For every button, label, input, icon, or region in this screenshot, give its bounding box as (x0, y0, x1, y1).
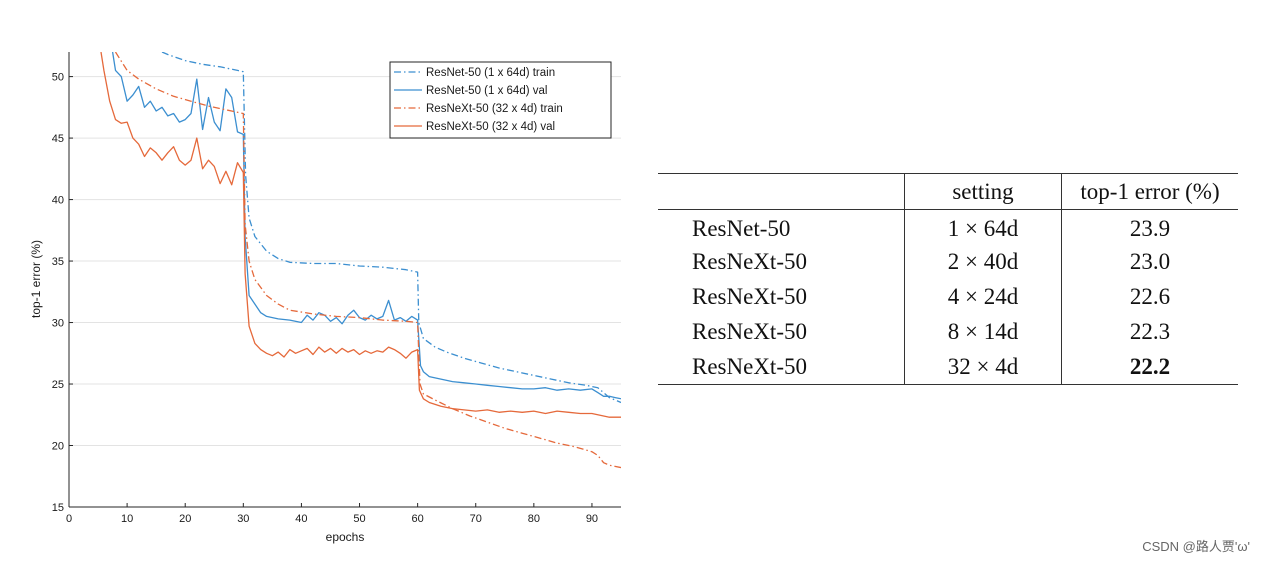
legend-label-2: ResNet-50 (1 x 64d) val (426, 85, 547, 97)
cell-setting: 2 × 40d (904, 244, 1062, 280)
cell-error: 23.9 (1129, 215, 1171, 241)
header-model (658, 173, 905, 210)
table-row: ResNet-50 1 × 64d 23.9 (658, 209, 1238, 245)
x-tick-label: 60 (412, 513, 424, 525)
cell-model: ResNeXt-50 (692, 249, 807, 274)
series-line-3 (114, 52, 621, 469)
legend-label-4: ResNeXt-50 (32 x 4d) val (426, 121, 555, 133)
table-row: ResNeXt-50 32 × 4d 22.2 (658, 349, 1238, 385)
y-axis-label: top-1 error (%) (29, 240, 43, 318)
series-line-2 (111, 52, 621, 400)
table-row: ResNeXt-50 4 × 24d 22.6 (658, 279, 1238, 315)
x-tick-label: 10 (121, 513, 133, 525)
y-tick-label: 35 (52, 256, 64, 268)
y-tick-label: 15 (52, 502, 64, 514)
results-table: setting top-1 error (%) ResNet-50 1 × 64… (658, 173, 1238, 385)
cell-model: ResNeXt-50 (658, 349, 905, 385)
cell-setting: 1 × 64d (904, 209, 1062, 245)
header-error: top-1 error (%) (1061, 173, 1238, 210)
cell-setting: 32 × 4d (904, 349, 1062, 385)
x-axis-label: epochs (326, 530, 365, 544)
legend: ResNet-50 (1 x 64d) train ResNet-50 (1 x … (389, 61, 612, 139)
cell-error: 22.3 (1129, 319, 1171, 344)
y-tick-label: 45 (52, 133, 64, 145)
series-line-4 (100, 52, 621, 418)
table-row: ResNeXt-50 2 × 40d 23.0 (658, 244, 1238, 280)
y-tick-label: 30 (52, 318, 64, 330)
x-tick-label: 0 (66, 513, 72, 525)
y-tick-label: 40 (52, 195, 64, 207)
x-tick-label: 30 (237, 513, 249, 525)
cell-setting: 4 × 24d (904, 279, 1062, 315)
x-tick-label: 40 (295, 513, 307, 525)
cell-error: 23.0 (1129, 249, 1171, 274)
cell-error: 22.6 (1129, 284, 1171, 309)
x-ticks: 0 10 20 30 40 50 60 70 80 90 (66, 503, 598, 525)
header-setting: setting (904, 173, 1062, 210)
x-tick-label: 90 (586, 513, 598, 525)
cell-setting: 8 × 14d (904, 314, 1062, 350)
x-tick-label: 50 (353, 513, 365, 525)
watermark: CSDN @路人贾'ω' (1142, 539, 1250, 554)
cell-model: ResNet-50 (692, 215, 791, 241)
y-ticks: 15 20 25 30 35 40 45 50 (52, 72, 73, 514)
cell-error-best: 22.2 (1061, 349, 1238, 385)
cell-model: ResNeXt-50 (692, 319, 807, 344)
table-header-row: setting top-1 error (%) (658, 173, 1238, 210)
error-curve-chart: 0 10 20 30 40 50 60 70 80 90 15 20 25 30 35 40 45 50 epo… (29, 52, 621, 544)
legend-label-3: ResNeXt-50 (32 x 4d) train (426, 103, 563, 115)
x-tick-label: 70 (470, 513, 482, 525)
x-tick-label: 20 (179, 513, 191, 525)
y-tick-label: 50 (52, 72, 64, 84)
cell-model: ResNeXt-50 (692, 284, 807, 309)
legend-box (389, 61, 612, 139)
y-tick-label: 20 (52, 441, 64, 453)
legend-label-1: ResNet-50 (1 x 64d) train (426, 67, 555, 79)
table-row: ResNeXt-50 8 × 14d 22.3 (658, 314, 1238, 350)
series-lines (100, 52, 621, 469)
x-tick-label: 80 (528, 513, 540, 525)
axes (68, 52, 621, 508)
y-tick-label: 25 (52, 379, 64, 391)
